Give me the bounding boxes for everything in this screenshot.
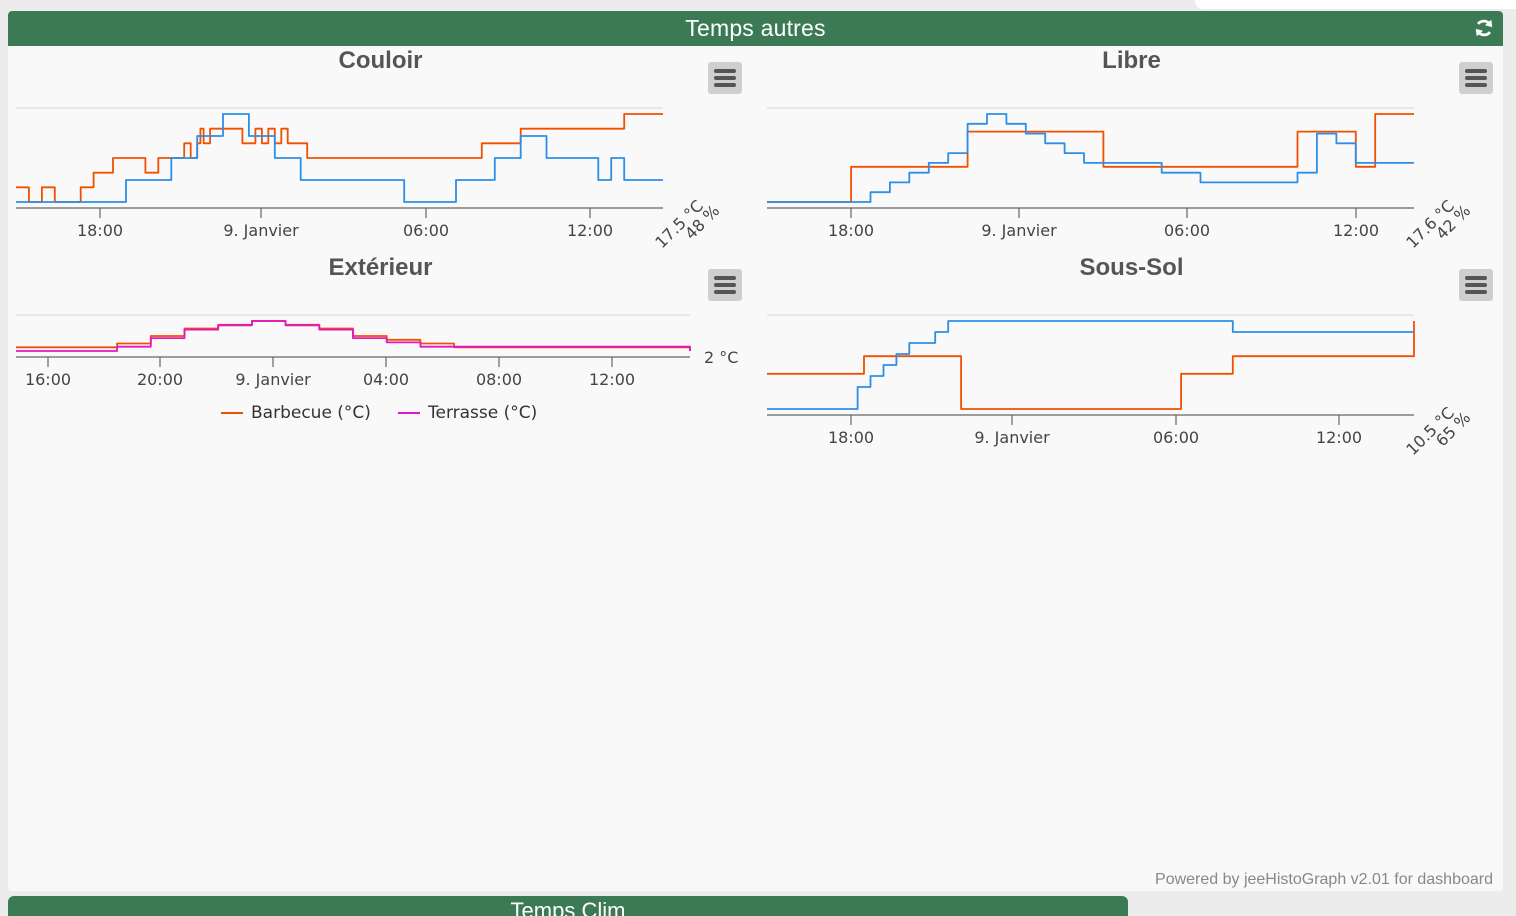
x-tick-label: 16:00 [25,370,71,389]
panel-title: Temps autres [685,15,826,41]
x-tick-label: 18:00 [828,221,874,240]
next-panel-header: Temps Clim [8,896,1128,916]
x-tick-label: 08:00 [476,370,522,389]
series-line-0 [767,321,1415,410]
chart-sous-sol: Sous-Sol 18:00 9. Janvier 06:00 12:00 10.5 °… [759,253,1503,459]
chart-plot: 18:00 9. Janvier 06:00 12:00 17.5 °C48 % [16,107,723,252]
top-strip [1195,0,1516,9]
x-tick-label: 12:00 [1333,221,1379,240]
panel-header: Temps autres [8,11,1503,46]
menu-icon-bar [1465,83,1487,87]
chart-plot: 18:00 9. Janvier 06:00 12:00 17.6 °C42 % [767,107,1474,252]
dashboard-panel: Temps autres Couloir 18:00 9. Janvier 06:0… [8,11,1503,891]
x-tick-label: 04:00 [363,370,409,389]
series-line-1 [16,113,663,203]
x-tick-label: 06:00 [403,221,449,240]
x-tick-label: 06:00 [1164,221,1210,240]
chart-legend: Barbecue (°C) Terrasse (°C) [8,403,758,433]
x-tick-label: 9. Janvier [223,221,299,240]
x-tick-label: 12:00 [1316,428,1362,447]
next-panel-title: Temps Clim [510,898,626,916]
series-line-0 [767,113,1414,203]
menu-icon-bar [714,290,736,294]
footer-credit[interactable]: Powered by jeeHistoGraph v2.01 for dashb… [1155,871,1493,888]
chart-plot: 16:00 20:00 9. Janvier 04:00 08:00 12:00 2 °C [16,314,738,389]
chart-title: Couloir [338,47,423,74]
legend-swatch [398,412,420,414]
menu-icon-bar [1465,290,1487,294]
legend-label: Barbecue (°C) [251,403,371,423]
x-tick-label: 20:00 [137,370,183,389]
chart-menu-button[interactable] [1459,62,1493,94]
refresh-icon[interactable] [1473,17,1495,39]
menu-icon-bar [714,76,736,80]
series-line-1 [767,113,1414,203]
x-tick-label: 06:00 [1153,428,1199,447]
menu-icon-bar [1465,276,1487,280]
series-line-1 [767,320,1414,410]
chart-title: Extérieur [328,254,433,281]
x-tick-label: 18:00 [828,428,874,447]
series-line-1 [16,320,691,352]
legend-label: Terrasse (°C) [428,403,538,423]
menu-icon-bar [714,83,736,87]
legend-item-terrasse[interactable]: Terrasse (°C) [398,403,537,423]
chart-libre: Libre 18:00 9. Janvier 06:00 12:00 17.6 °C 42… [759,46,1503,252]
menu-icon-bar [714,69,736,73]
chart-title: Libre [1102,47,1161,74]
x-tick-label: 12:00 [589,370,635,389]
x-tick-label: 18:00 [77,221,123,240]
chart-plot: 18:00 9. Janvier 06:00 12:00 10.5 °C65 % [767,314,1474,459]
series-line-0 [16,113,663,203]
menu-icon-bar [714,283,736,287]
chart-menu-button[interactable] [708,269,742,301]
x-tick-label: 9. Janvier [974,428,1050,447]
y-axis-label: 2 °C [704,348,738,367]
menu-icon-bar [1465,76,1487,80]
x-tick-label: 12:00 [567,221,613,240]
chart-exterieur: Extérieur 16:00 20:00 9. Janvier 04:00 08:00… [8,253,758,453]
menu-icon-bar [1465,283,1487,287]
x-tick-label: 9. Janvier [235,370,311,389]
menu-icon-bar [1465,69,1487,73]
legend-swatch [221,412,243,414]
chart-menu-button[interactable] [708,62,742,94]
menu-icon-bar [714,276,736,280]
chart-title: Sous-Sol [1079,254,1184,281]
x-tick-label: 9. Janvier [981,221,1057,240]
legend-item-barbecue[interactable]: Barbecue (°C) [221,403,371,423]
chart-couloir: Couloir 18:00 9. Janvier 06:00 12:00 17.5 °C… [8,46,758,252]
chart-menu-button[interactable] [1459,269,1493,301]
